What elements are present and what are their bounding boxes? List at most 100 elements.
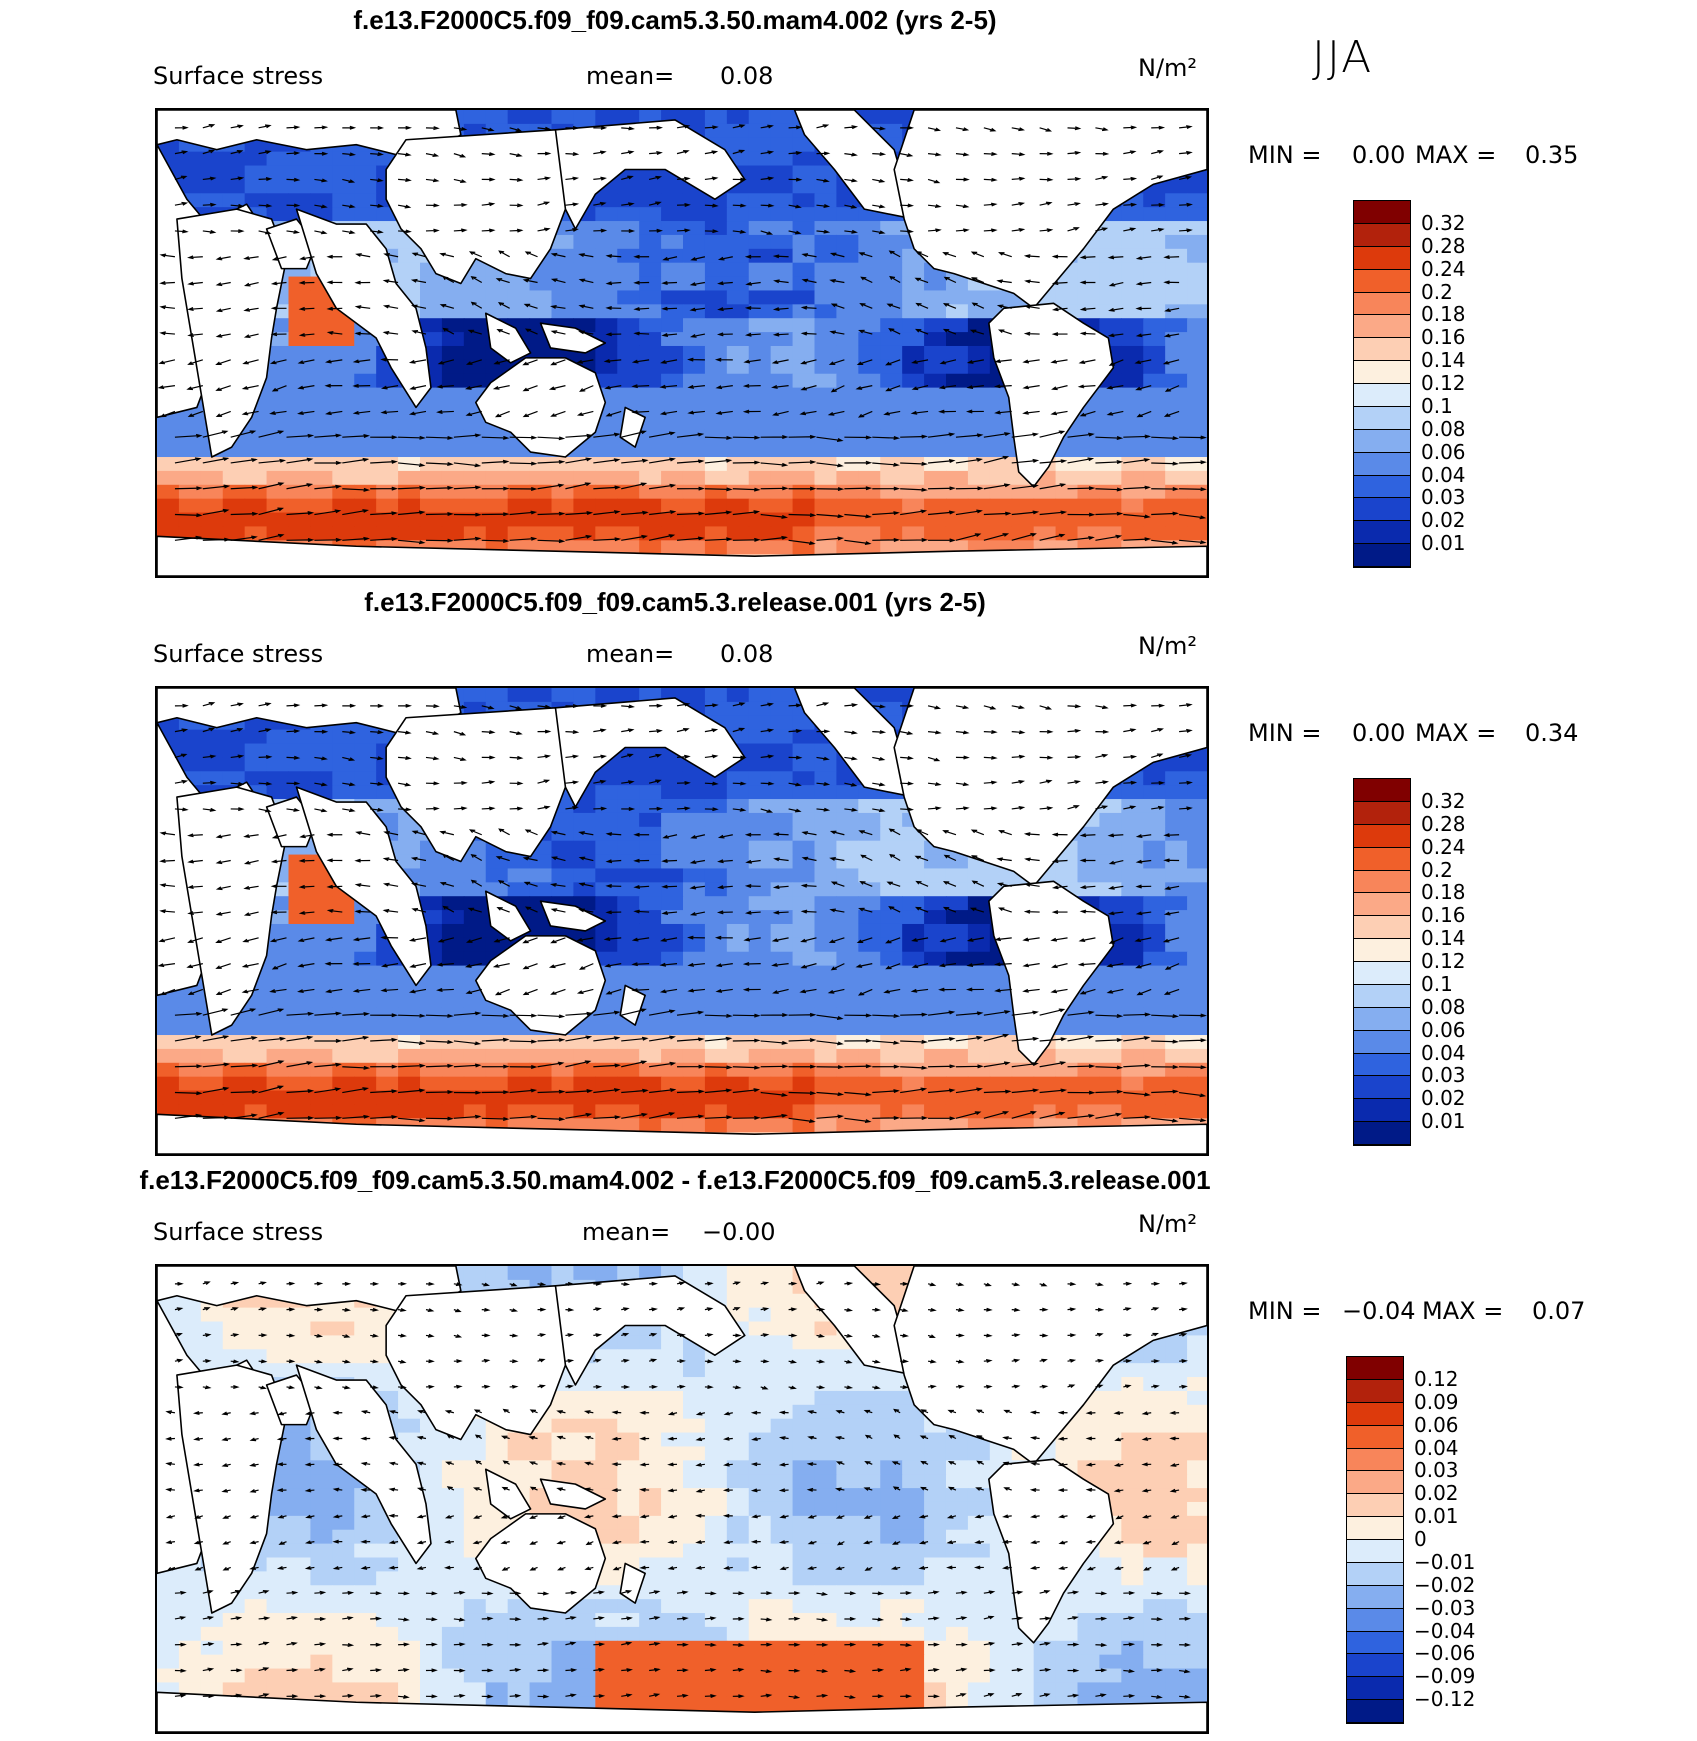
mean-value: 0.08 — [720, 62, 774, 90]
colorbar-tick-label: 0.01 — [1414, 1504, 1459, 1529]
colorbar-tick-label: 0.01 — [1421, 531, 1466, 556]
colorbar-tick-label: 0.24 — [1421, 834, 1466, 859]
colorbar-tick-label: 0.24 — [1421, 256, 1466, 281]
max-label: MAX = — [1415, 719, 1497, 747]
colorbar-swatch — [1347, 1585, 1403, 1609]
colorbar-swatch — [1354, 521, 1410, 545]
continents — [157, 688, 1207, 1154]
colorbar-swatch — [1347, 1402, 1403, 1426]
colorbar-tick-label: −0.12 — [1414, 1687, 1476, 1712]
colorbar-tick-label: 0.28 — [1421, 233, 1466, 258]
colorbar-tick-label: 0.32 — [1421, 210, 1466, 235]
mean-label: mean= — [586, 640, 675, 668]
colorbar-tick-label: 0.03 — [1421, 485, 1466, 510]
colorbar-swatch — [1354, 1099, 1410, 1123]
colorbar-swatch — [1354, 984, 1410, 1008]
colorbar-tick-label: 0.04 — [1421, 1040, 1466, 1065]
wind-vectors — [157, 702, 1207, 1124]
colorbar-swatch — [1347, 1517, 1403, 1540]
colorbar-swatch — [1354, 1030, 1410, 1054]
wind-vectors — [157, 124, 1207, 546]
colorbar-tick-label: 0.02 — [1414, 1481, 1459, 1506]
colorbar-swatch — [1347, 1677, 1403, 1701]
colorbar-swatch — [1354, 962, 1410, 985]
colorbar-tick-label: 0.32 — [1421, 788, 1466, 813]
colorbar-swatch — [1347, 1700, 1403, 1723]
world-map — [157, 688, 1207, 1154]
colorbar-swatch — [1354, 475, 1410, 499]
colorbar-swatch — [1354, 269, 1410, 293]
max-value: 0.35 — [1525, 141, 1579, 169]
colorbar-swatch — [1354, 315, 1410, 339]
variable-label: Surface stress — [153, 640, 324, 668]
colorbar-tick-label: 0.14 — [1421, 348, 1466, 373]
colorbar-tick-label: 0.12 — [1421, 949, 1466, 973]
colorbar-tick-label: 0.18 — [1421, 880, 1466, 905]
colorbar-swatch — [1354, 544, 1410, 567]
wind-vectors — [165, 1281, 1191, 1700]
colorbar-tick-label: −0.01 — [1414, 1549, 1476, 1574]
colorbar-swatch — [1347, 1357, 1403, 1380]
colorbar-tick-label: 0.01 — [1421, 1109, 1466, 1134]
colorbar-tick-label: 0.06 — [1414, 1412, 1459, 1437]
colorbar-swatch — [1347, 1425, 1403, 1449]
colorbar-swatch — [1354, 893, 1410, 917]
min-label: MIN = — [1248, 141, 1322, 169]
colorbar-tick-label: 0.16 — [1421, 903, 1466, 928]
colorbar-tick-label: 0.28 — [1421, 811, 1466, 836]
colorbar-swatch — [1354, 223, 1410, 247]
min-value: 0.00 — [1352, 719, 1406, 747]
colorbar-tick-label: 0.04 — [1421, 462, 1466, 487]
mean-value: 0.08 — [720, 640, 774, 668]
map-panel — [155, 686, 1209, 1156]
mean-label: mean= — [586, 62, 675, 90]
colorbar-tick-label: 0.03 — [1421, 1063, 1466, 1088]
colorbar-tick-label: −0.04 — [1414, 1618, 1476, 1643]
colorbar-swatch — [1347, 1608, 1403, 1632]
world-map — [157, 110, 1207, 576]
colorbar-swatch — [1347, 1471, 1403, 1495]
continents — [157, 110, 1207, 576]
colorbar-swatch — [1354, 361, 1410, 384]
colorbar-swatch — [1354, 939, 1410, 962]
colorbar-tick-label: 0.09 — [1414, 1389, 1459, 1414]
map-panel — [155, 108, 1209, 578]
colorbar-swatch — [1354, 779, 1410, 802]
colorbar — [1346, 1356, 1404, 1724]
max-label: MAX = — [1415, 141, 1497, 169]
colorbar-swatch — [1347, 1562, 1403, 1586]
min-value: 0.00 — [1352, 141, 1406, 169]
variable-label: Surface stress — [153, 1218, 324, 1246]
colorbar — [1353, 200, 1411, 568]
colorbar-swatch — [1354, 847, 1410, 871]
unit-label: N/m² — [1138, 1210, 1198, 1238]
colorbar-swatch — [1347, 1540, 1403, 1563]
colorbar-tick-label: 0.14 — [1421, 926, 1466, 951]
colorbar-tick-label: 0.08 — [1421, 994, 1466, 1019]
colorbar-swatch — [1354, 429, 1410, 453]
colorbar-swatch — [1354, 246, 1410, 270]
colorbar-tick-label: 0.16 — [1421, 325, 1466, 350]
colorbar-tick-label: 0.08 — [1421, 416, 1466, 441]
season-label: JJA — [1312, 32, 1374, 83]
colorbar-swatch — [1354, 916, 1410, 940]
colorbar-swatch — [1354, 1122, 1410, 1145]
map-panel — [155, 1264, 1209, 1734]
colorbar-swatch — [1354, 406, 1410, 430]
colorbar-tick-label: 0.12 — [1414, 1366, 1459, 1391]
colorbar-tick-label: 0.2 — [1421, 857, 1453, 882]
colorbar-swatch — [1354, 452, 1410, 476]
colorbar-tick-label: 0.1 — [1421, 393, 1453, 418]
colorbar-tick-label: 0.04 — [1414, 1435, 1459, 1460]
min-label: MIN = — [1248, 1297, 1322, 1325]
world-map — [157, 1266, 1207, 1732]
colorbar-tick-label: 0.18 — [1421, 302, 1466, 327]
max-value: 0.34 — [1525, 719, 1579, 747]
unit-label: N/m² — [1138, 54, 1198, 82]
colorbar-tick-label: −0.06 — [1414, 1641, 1476, 1666]
colorbar-swatch — [1354, 201, 1410, 224]
variable-label: Surface stress — [153, 62, 324, 90]
colorbar-swatch — [1347, 1379, 1403, 1403]
colorbar-tick-label: 0.06 — [1421, 439, 1466, 464]
colorbar-swatch — [1354, 338, 1410, 362]
